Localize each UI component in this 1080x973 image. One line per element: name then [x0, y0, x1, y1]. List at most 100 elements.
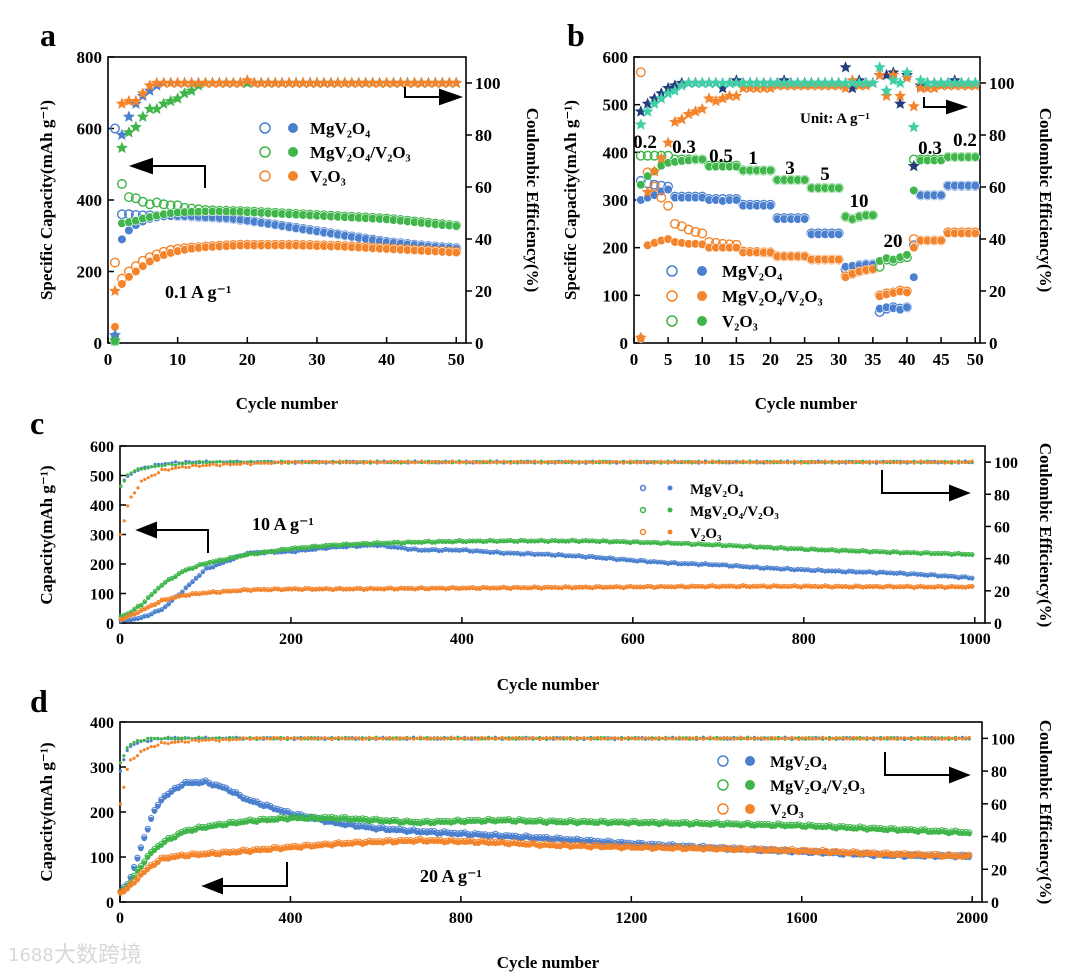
data-point-filled	[142, 607, 147, 612]
data-point-filled	[187, 583, 192, 588]
data-point-filled	[587, 555, 592, 559]
data-point-ce	[153, 465, 157, 469]
data-point-filled	[837, 569, 841, 574]
data-point-filled	[522, 552, 527, 557]
data-point-ce	[122, 519, 126, 523]
data-point-ce	[362, 461, 366, 465]
data-point-ce	[132, 491, 137, 495]
data-point-ce	[208, 463, 212, 467]
data-point-open	[144, 199, 155, 210]
data-point-ce	[433, 460, 438, 464]
data-point-star	[129, 94, 142, 107]
data-point-ce	[143, 477, 147, 481]
data-point-ce	[909, 460, 913, 464]
data-point-filled	[857, 550, 862, 554]
data-point-filled	[501, 539, 506, 544]
data-point-filled	[529, 552, 533, 557]
data-point-star	[907, 159, 920, 172]
data-point-filled	[546, 552, 551, 557]
data-point-filled	[478, 550, 482, 554]
y2-tick-label: 100	[994, 455, 1018, 472]
y-tick-label: 300	[90, 528, 114, 545]
y2-tick-label: 40	[994, 552, 1010, 569]
data-point-filled	[659, 560, 663, 565]
data-point-ce	[512, 459, 516, 464]
data-point-ce	[324, 459, 328, 464]
data-point-filled	[163, 598, 168, 603]
data-point-ce	[813, 460, 817, 464]
data-point-filled	[556, 539, 561, 544]
data-point-filled	[594, 540, 598, 544]
data-point-filled	[290, 547, 294, 551]
data-point-filled	[679, 584, 684, 589]
data-point-filled	[491, 586, 496, 591]
data-point-filled	[148, 816, 154, 823]
data-point-filled	[922, 551, 927, 556]
data-point-filled	[597, 540, 602, 545]
series-mgv-o-charge	[110, 211, 461, 341]
data-point-filled	[960, 575, 964, 580]
data-point-ce	[960, 460, 964, 464]
data-point-filled	[235, 589, 239, 594]
data-point-ce	[625, 460, 629, 464]
data-point-filled	[419, 586, 424, 591]
data-point-ce	[635, 460, 639, 465]
legend-label: MgV₂O₄	[690, 482, 744, 498]
data-point-filled	[303, 546, 308, 551]
data-point-star	[394, 76, 407, 89]
data-point-filled	[290, 587, 294, 592]
data-point-star	[443, 76, 456, 89]
data-point-filled	[573, 554, 578, 559]
data-point-filled	[450, 540, 455, 545]
data-point-star	[109, 334, 121, 346]
data-point-filled	[590, 539, 595, 544]
data-point-star	[853, 76, 866, 89]
data-point-star	[206, 76, 219, 89]
data-point-filled	[748, 585, 752, 590]
data-point-star	[387, 76, 400, 89]
y2-tick-label: 60	[994, 519, 1010, 536]
data-point-ce	[553, 460, 557, 464]
data-point-filled	[245, 553, 250, 558]
data-point-filled	[703, 562, 708, 567]
data-point-filled	[385, 587, 390, 591]
data-point-filled	[727, 565, 732, 569]
data-point-filled	[324, 587, 328, 592]
data-point-filled	[488, 587, 492, 591]
data-point-ce	[744, 460, 749, 464]
data-point-filled	[423, 548, 427, 553]
data-point-star	[338, 76, 351, 89]
data-point-star	[655, 152, 668, 164]
data-point-filled	[201, 591, 205, 596]
data-point-filled	[741, 565, 745, 570]
data-point-filled	[909, 185, 919, 196]
data-point-filled	[758, 566, 763, 571]
data-point-filled	[293, 550, 298, 555]
data-point-filled	[290, 550, 294, 555]
data-point-ce	[423, 460, 427, 465]
data-point-ce	[334, 460, 338, 464]
data-point-filled	[170, 599, 174, 603]
data-point-filled	[204, 567, 209, 571]
data-point-filled	[134, 856, 141, 862]
y2-tick-label: 100	[475, 74, 501, 93]
data-point-ce	[762, 459, 766, 464]
data-point-ce	[392, 461, 396, 465]
data-point-ce	[580, 460, 585, 464]
data-point-filled	[614, 558, 619, 563]
data-point-filled	[160, 584, 164, 588]
data-point-filled	[761, 546, 766, 550]
x-tick-label: 0	[116, 631, 124, 648]
data-point-star	[122, 110, 135, 122]
data-point-filled	[802, 548, 807, 553]
data-point-star	[723, 76, 736, 89]
data-point-star	[366, 76, 379, 89]
data-point-filled	[361, 588, 366, 592]
data-point-ce	[129, 471, 133, 475]
data-point-star	[866, 76, 879, 89]
data-point-filled	[570, 554, 574, 559]
data-point-filled	[809, 569, 814, 574]
data-point-filled	[170, 596, 174, 601]
data-point-filled	[194, 577, 198, 581]
data-point-filled	[563, 585, 568, 590]
